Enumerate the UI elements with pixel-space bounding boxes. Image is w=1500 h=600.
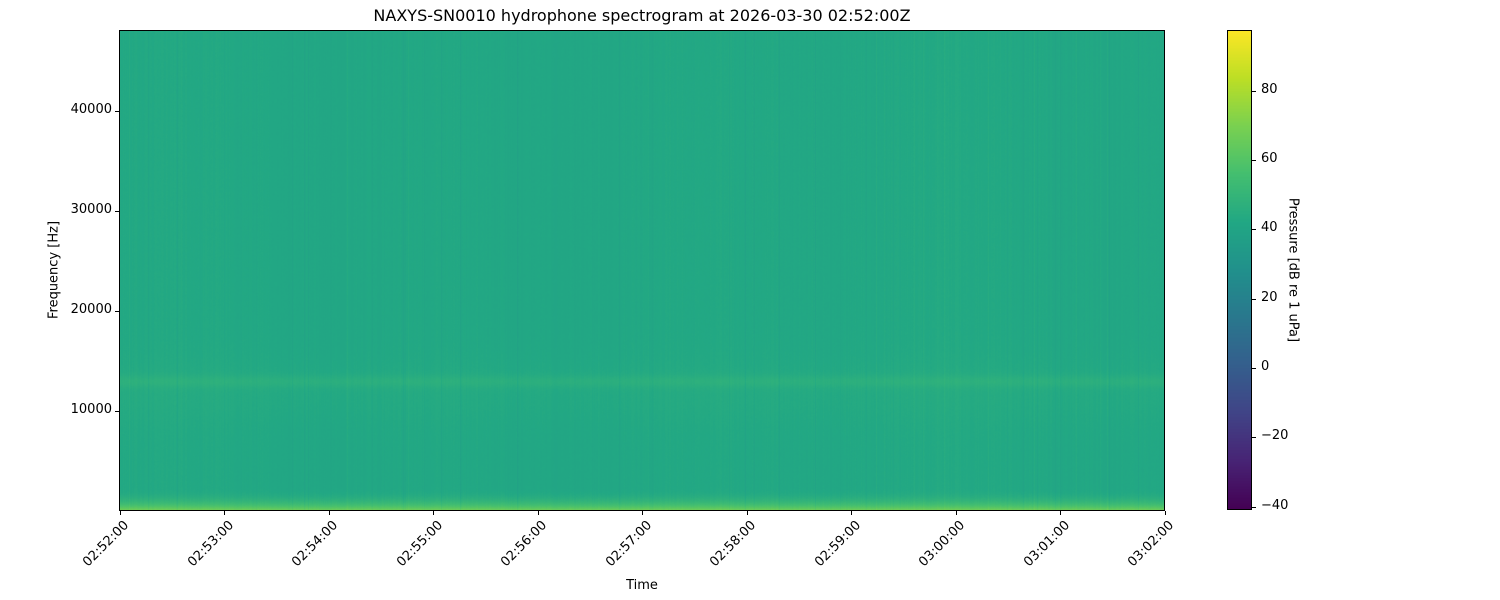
x-axis-tick-label: 02:58:00	[707, 518, 760, 570]
x-axis-tick-label: 02:53:00	[184, 518, 237, 570]
y-axis-tick	[115, 211, 119, 212]
x-axis-tick-label: 02:57:00	[602, 518, 655, 570]
x-axis-tick	[1060, 511, 1061, 515]
colorbar-tick-label: 20	[1261, 289, 1278, 305]
colorbar-tick	[1252, 298, 1256, 300]
x-axis-tick	[328, 511, 330, 515]
x-axis-tick-label: 02:56:00	[498, 518, 551, 570]
colorbar-tick-label: 0	[1261, 358, 1270, 374]
y-axis-tick	[115, 111, 119, 112]
x-axis-tick-label: 02:54:00	[289, 518, 342, 570]
colorbar-tick-label: −40	[1261, 497, 1289, 513]
x-axis-tick-label: 02:52:00	[80, 518, 133, 570]
colorbar	[1227, 30, 1252, 510]
y-axis-tick-label: 10000	[70, 402, 112, 417]
spectrogram-canvas	[119, 30, 1165, 511]
x-axis-tick	[642, 511, 643, 515]
x-axis-tick	[1164, 511, 1166, 515]
colorbar-label: Pressure [dB re 1 uPa]	[1285, 197, 1301, 343]
chart-title: NAXYS-SN0010 hydrophone spectrogram at 2…	[373, 6, 911, 25]
x-axis-tick	[955, 511, 957, 515]
colorbar-tick	[1252, 229, 1256, 231]
colorbar-tick-label: 60	[1261, 150, 1278, 166]
y-axis-tick-label: 20000	[70, 302, 112, 317]
x-axis-tick-label: 02:59:00	[811, 518, 864, 570]
x-axis-label: Time	[626, 578, 658, 593]
x-axis-tick-label: 03:02:00	[1125, 518, 1178, 570]
colorbar-tick	[1252, 506, 1256, 508]
y-axis-tick	[115, 311, 119, 312]
x-axis-tick	[119, 511, 121, 515]
y-axis-tick	[115, 411, 119, 412]
x-axis-tick-label: 03:00:00	[916, 518, 969, 570]
x-axis-tick-label: 03:01:00	[1020, 518, 1073, 570]
colorbar-tick-label: 80	[1261, 81, 1278, 97]
x-axis-tick	[433, 511, 434, 515]
y-axis-tick-label: 40000	[70, 102, 112, 117]
colorbar-tick-label: 40	[1261, 220, 1278, 236]
x-axis-tick	[224, 511, 225, 515]
colorbar-tick	[1252, 159, 1256, 161]
colorbar-tick	[1252, 437, 1256, 439]
colorbar-tick	[1252, 367, 1256, 369]
colorbar-tick	[1252, 90, 1256, 92]
colorbar-canvas	[1227, 30, 1252, 510]
x-axis-tick-label: 02:55:00	[393, 518, 446, 570]
x-axis-tick	[746, 511, 748, 515]
colorbar-tick-label: −20	[1261, 428, 1289, 444]
x-axis-tick	[537, 511, 539, 515]
plot-area	[119, 30, 1165, 511]
y-axis-tick-label: 30000	[70, 202, 112, 217]
x-axis-tick	[851, 511, 852, 515]
